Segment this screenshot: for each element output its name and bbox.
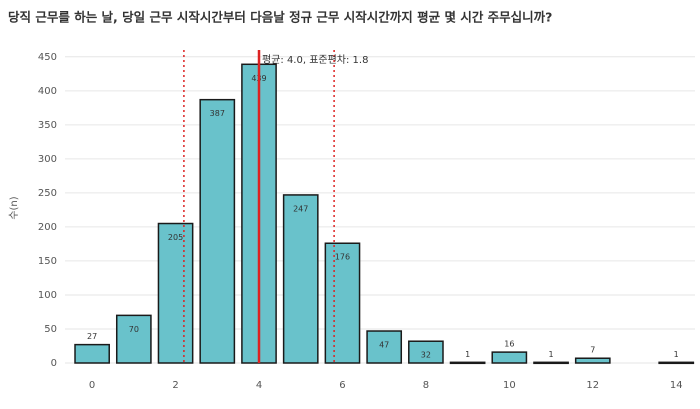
x-tick-label: 0	[89, 380, 95, 391]
bar	[533, 361, 569, 365]
y-tick-label: 200	[38, 222, 57, 233]
x-tick-label: 14	[670, 380, 683, 391]
y-tick-label: 350	[38, 120, 57, 131]
annotation: 평균: 4.0, 표준편차: 1.8	[262, 54, 368, 66]
bar	[74, 343, 110, 364]
bar	[574, 357, 611, 364]
y-tick-label: 100	[38, 290, 57, 301]
y-axis-label: 수(n)	[8, 196, 20, 219]
data-label: 176	[335, 253, 350, 262]
chart-title: 당직 근무를 하는 날, 당일 근무 시작시간부터 다음날 정규 근무 시작시간…	[8, 10, 552, 25]
data-label: 205	[168, 233, 183, 242]
bar	[282, 194, 319, 364]
bar	[491, 351, 528, 364]
x-tick-label: 10	[503, 380, 516, 391]
data-label: 7	[590, 346, 595, 355]
x-tick-label: 4	[256, 380, 262, 391]
y-tick-label: 300	[38, 154, 57, 165]
bar	[324, 242, 361, 364]
bar	[366, 330, 403, 364]
y-tick-label: 400	[38, 86, 57, 97]
x-tick-label: 2	[172, 380, 178, 391]
bar	[658, 361, 695, 365]
data-label: 27	[87, 332, 97, 341]
y-tick-label: 450	[38, 52, 57, 63]
data-label: 247	[293, 204, 308, 213]
bar	[199, 98, 236, 364]
data-label: 387	[210, 109, 225, 118]
y-tick-label: 150	[38, 256, 57, 267]
x-tick-label: 6	[339, 380, 345, 391]
bar	[408, 340, 444, 364]
data-label: 32	[421, 351, 431, 360]
data-label: 70	[129, 325, 139, 334]
y-tick-label: 250	[38, 188, 57, 199]
bar	[157, 222, 194, 364]
x-tick-label: 12	[586, 380, 599, 391]
data-label: 47	[379, 341, 389, 350]
bar	[115, 314, 152, 364]
data-label: 16	[504, 340, 514, 349]
x-tick-label: 8	[423, 380, 429, 391]
data-label: 1	[674, 350, 679, 359]
bar	[449, 361, 486, 365]
data-label: 1	[549, 350, 554, 359]
data-label: 1	[465, 350, 470, 359]
y-tick-label: 50	[44, 324, 57, 335]
y-tick-label: 0	[51, 358, 57, 369]
